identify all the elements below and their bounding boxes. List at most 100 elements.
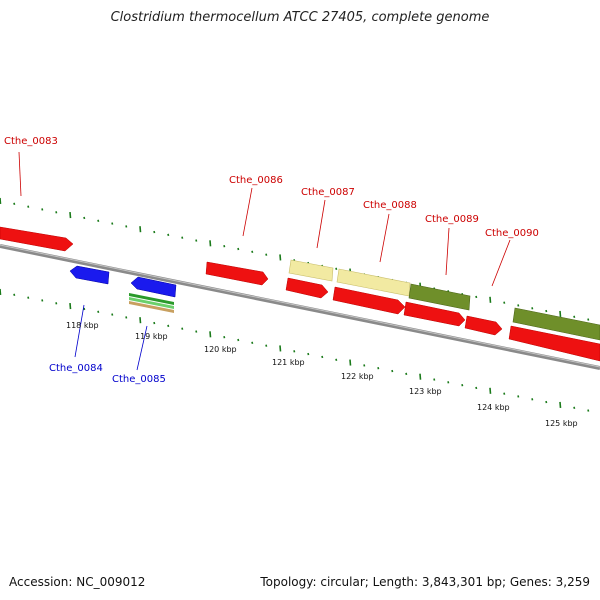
tick-mark xyxy=(531,398,534,401)
tick-mark xyxy=(503,301,506,304)
scale-label: 120 kbp xyxy=(204,345,237,354)
tick-mark xyxy=(461,383,464,387)
tick-mark xyxy=(237,338,240,342)
tick-mark xyxy=(83,216,86,220)
tick-mark xyxy=(223,335,226,339)
olive-feature-2[interactable] xyxy=(512,307,600,341)
cthe-0085-band xyxy=(129,293,174,313)
tick-mark xyxy=(559,310,562,317)
gene-feature-cthe-0088[interactable] xyxy=(332,286,406,315)
gene-feature-cthe-0084[interactable] xyxy=(69,265,110,285)
scale-label: 121 kbp xyxy=(272,358,305,367)
tick-mark xyxy=(27,205,30,208)
tick-mark xyxy=(489,387,492,394)
tick-mark xyxy=(139,226,142,233)
tick-mark xyxy=(517,304,520,307)
gene-label-cthe-0084[interactable]: Cthe_0084 xyxy=(49,363,103,374)
gene-feature-cthe-0087[interactable] xyxy=(285,277,329,299)
tick-mark xyxy=(545,400,548,404)
tick-mark xyxy=(209,331,212,338)
tick-mark xyxy=(503,392,506,395)
gene-labels: Cthe_0083 Cthe_0084 Cthe_0085 Cthe_0086 … xyxy=(4,136,539,385)
scale-label: 119 kbp xyxy=(135,332,168,341)
tick-mark xyxy=(433,378,436,381)
tick-mark xyxy=(55,302,58,305)
tick-mark xyxy=(27,296,30,299)
forward-strand-features xyxy=(0,226,600,362)
gene-feature-cthe-0090[interactable] xyxy=(464,315,503,336)
tick-mark xyxy=(335,267,338,270)
tick-mark xyxy=(97,219,100,222)
gene-label-cthe-0087[interactable]: Cthe_0087 xyxy=(301,187,355,198)
gene-label-cthe-0089[interactable]: Cthe_0089 xyxy=(425,214,479,225)
gene-feature-cthe-0083[interactable] xyxy=(0,226,74,252)
olive-feature-1[interactable] xyxy=(408,283,471,311)
reverse-strand-features xyxy=(69,265,177,298)
gene-label-cthe-0085[interactable]: Cthe_0085 xyxy=(112,374,166,385)
tick-mark xyxy=(13,293,16,297)
tick-mark xyxy=(55,211,58,214)
gene-label-cthe-0083[interactable]: Cthe_0083 xyxy=(4,136,58,147)
tick-mark xyxy=(125,225,128,228)
tick-mark xyxy=(279,345,282,352)
tick-mark xyxy=(97,310,100,313)
tick-mark xyxy=(517,395,520,398)
scale-label: 122 kbp xyxy=(341,372,374,381)
tick-mark xyxy=(0,197,2,205)
tick-mark xyxy=(111,313,114,316)
tick-mark xyxy=(153,321,156,325)
tick-mark xyxy=(69,212,72,219)
tick-mark xyxy=(573,406,576,409)
pale-feature-1[interactable] xyxy=(288,259,334,282)
tick-mark xyxy=(13,202,16,206)
genome-summary-text: Topology: circular; Length: 3,843,301 bp… xyxy=(260,575,590,589)
tick-mark xyxy=(125,316,128,319)
tick-mark xyxy=(587,409,590,412)
tick-mark xyxy=(391,369,394,373)
gene-feature-cthe-0089[interactable] xyxy=(403,301,466,327)
tick-mark xyxy=(545,309,548,313)
tick-mark xyxy=(69,303,72,310)
inner-tick-row xyxy=(0,288,590,412)
gene-feature-cthe-0086[interactable] xyxy=(205,261,269,286)
scale-label: 124 kbp xyxy=(477,403,510,412)
tick-mark xyxy=(559,401,562,408)
outer-tick-row xyxy=(0,197,590,321)
gene-label-cthe-0088[interactable]: Cthe_0088 xyxy=(363,200,417,211)
gene-label-cthe-0090[interactable]: Cthe_0090 xyxy=(485,228,539,239)
scale-labels: 118 kbp 119 kbp 120 kbp 121 kbp 122 kbp … xyxy=(66,321,578,428)
gene-label-cthe-0086[interactable]: Cthe_0086 xyxy=(229,175,283,186)
rna-features xyxy=(288,259,600,341)
tick-mark xyxy=(475,295,478,299)
tick-mark xyxy=(181,327,184,330)
tick-mark xyxy=(41,299,44,302)
tick-mark xyxy=(139,317,142,324)
map-title: Clostridium thermocellum ATCC 27405, com… xyxy=(110,10,490,25)
tick-mark xyxy=(405,372,408,376)
gene-feature-cthe-0085[interactable] xyxy=(130,276,177,298)
tick-mark xyxy=(335,358,338,361)
tick-mark xyxy=(307,352,310,356)
tick-mark xyxy=(41,208,44,211)
scale-label: 118 kbp xyxy=(66,321,99,330)
tick-mark xyxy=(251,250,254,254)
gene-feature-next[interactable] xyxy=(508,325,600,362)
tick-mark xyxy=(83,307,86,311)
scale-label: 125 kbp xyxy=(545,419,578,428)
tick-mark xyxy=(195,330,198,333)
tick-mark xyxy=(265,344,268,347)
tick-mark xyxy=(181,236,184,239)
tick-mark xyxy=(447,381,450,384)
tick-mark xyxy=(195,239,198,242)
tick-mark xyxy=(531,307,534,310)
scale-label: 123 kbp xyxy=(409,387,442,396)
tick-mark xyxy=(223,244,226,248)
tick-mark xyxy=(489,296,492,303)
tick-mark xyxy=(237,247,240,251)
tick-mark xyxy=(573,315,576,318)
tick-mark xyxy=(377,367,380,370)
tick-mark xyxy=(475,386,478,390)
genome-backbone xyxy=(0,244,600,370)
tick-mark xyxy=(265,253,268,256)
